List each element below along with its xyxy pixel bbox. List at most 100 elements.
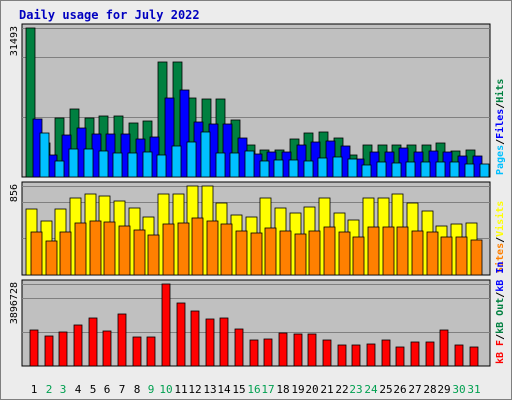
bar-kbf-kbf-day19 bbox=[293, 333, 303, 367]
bar-visits_sites-sites-day20 bbox=[308, 230, 321, 276]
legend-item-kbf-2: kB Out bbox=[495, 298, 506, 334]
day-label-11: 11 bbox=[174, 383, 187, 396]
bar-visits_sites-sites-day31 bbox=[470, 239, 483, 276]
legend-item-kbf-0: kB F bbox=[495, 340, 506, 364]
bar-visits_sites-sites-day30 bbox=[455, 236, 468, 276]
day-label-16: 16 bbox=[247, 383, 260, 396]
bar-kbf-kbf-day31 bbox=[469, 346, 479, 367]
day-label-26: 26 bbox=[393, 383, 406, 396]
bar-visits_sites-sites-day3 bbox=[59, 231, 72, 276]
bar-kbf-kbf-day8 bbox=[132, 336, 142, 367]
bar-visits_sites-sites-day29 bbox=[440, 236, 453, 276]
max-label-hits_files_pages: 31493 bbox=[9, 26, 20, 56]
bar-visits_sites-sites-day21 bbox=[323, 226, 336, 276]
bar-kbf-kbf-day18 bbox=[278, 332, 288, 367]
day-label-25: 25 bbox=[379, 383, 392, 396]
bar-kbf-kbf-day23 bbox=[351, 344, 361, 367]
legend-item-kbf-4: kB In bbox=[495, 262, 506, 292]
bar-kbf-kbf-day1 bbox=[29, 329, 39, 367]
bar-kbf-kbf-day22 bbox=[337, 344, 347, 367]
bar-hits_files_pages-pages-day25 bbox=[391, 162, 402, 178]
day-label-8: 8 bbox=[134, 383, 141, 396]
day-label-2: 2 bbox=[46, 383, 53, 396]
max-label-visits_sites: 856 bbox=[9, 184, 20, 202]
bar-kbf-kbf-day26 bbox=[395, 346, 405, 367]
bar-hits_files_pages-pages-day27 bbox=[420, 161, 431, 178]
day-label-27: 27 bbox=[408, 383, 421, 396]
bar-kbf-kbf-day21 bbox=[322, 339, 332, 367]
bar-kbf-kbf-day16 bbox=[249, 339, 259, 367]
bar-hits_files_pages-pages-day5 bbox=[98, 150, 109, 178]
bar-hits_files_pages-pages-day21 bbox=[332, 156, 343, 178]
day-label-9: 9 bbox=[148, 383, 155, 396]
bar-visits_sites-sites-day19 bbox=[294, 233, 307, 276]
bar-visits_sites-sites-day2 bbox=[45, 240, 58, 276]
bar-kbf-kbf-day11 bbox=[176, 302, 186, 367]
bar-kbf-kbf-day30 bbox=[454, 344, 464, 367]
legend-visits_sites: Sites/Visits bbox=[494, 201, 506, 273]
bar-kbf-kbf-day6 bbox=[102, 330, 112, 367]
bar-kbf-kbf-day17 bbox=[263, 338, 273, 367]
bar-visits_sites-sites-day5 bbox=[89, 220, 102, 276]
bar-hits_files_pages-pages-day12 bbox=[200, 131, 211, 178]
bar-hits_files_pages-files-day10 bbox=[164, 97, 175, 178]
bar-visits_sites-sites-day24 bbox=[367, 226, 380, 276]
bar-hits_files_pages-pages-day9 bbox=[156, 154, 167, 178]
day-label-23: 23 bbox=[349, 383, 362, 396]
bar-kbf-kbf-day12 bbox=[190, 310, 200, 367]
bar-hits_files_pages-pages-day26 bbox=[405, 161, 416, 178]
bar-hits_files_pages-pages-day6 bbox=[112, 152, 123, 178]
bar-kbf-kbf-day20 bbox=[307, 333, 317, 367]
day-label-21: 21 bbox=[320, 383, 333, 396]
day-label-7: 7 bbox=[119, 383, 126, 396]
day-label-31: 31 bbox=[467, 383, 480, 396]
bar-visits_sites-sites-day10 bbox=[162, 223, 175, 276]
bar-hits_files_pages-pages-day11 bbox=[186, 141, 197, 178]
bar-hits_files_pages-pages-day28 bbox=[435, 161, 446, 178]
day-label-10: 10 bbox=[159, 383, 172, 396]
bar-kbf-kbf-day28 bbox=[425, 341, 435, 367]
bar-hits_files_pages-pages-day20 bbox=[317, 157, 328, 178]
legend-hits_files_pages: Pages/Files/Hits bbox=[494, 79, 506, 175]
day-label-28: 28 bbox=[423, 383, 436, 396]
bar-visits_sites-sites-day15 bbox=[235, 230, 248, 276]
bar-hits_files_pages-pages-day18 bbox=[288, 159, 299, 178]
max-label-kbf: 3896728 bbox=[9, 282, 20, 324]
bar-kbf-kbf-day14 bbox=[219, 317, 229, 367]
bar-kbf-kbf-day3 bbox=[58, 331, 68, 367]
day-label-30: 30 bbox=[452, 383, 465, 396]
bar-visits_sites-sites-day4 bbox=[74, 222, 87, 276]
legend-item-kbf-3: / bbox=[495, 292, 506, 298]
bar-kbf-kbf-day7 bbox=[117, 313, 127, 367]
bar-hits_files_pages-pages-day17 bbox=[273, 159, 284, 178]
legend-item-hits_files_pages-2: Files bbox=[494, 109, 506, 139]
bar-kbf-kbf-day9 bbox=[146, 336, 156, 367]
bar-hits_files_pages-pages-day8 bbox=[142, 151, 153, 178]
bar-kbf-kbf-day2 bbox=[44, 335, 54, 367]
bar-visits_sites-sites-day27 bbox=[411, 230, 424, 276]
day-label-13: 13 bbox=[203, 383, 216, 396]
day-label-20: 20 bbox=[305, 383, 318, 396]
day-label-29: 29 bbox=[437, 383, 450, 396]
bar-hits_files_pages-pages-day3 bbox=[68, 148, 79, 178]
bar-visits_sites-sites-day17 bbox=[264, 227, 277, 276]
bar-visits_sites-sites-day11 bbox=[177, 222, 190, 276]
legend-item-hits_files_pages-1: / bbox=[495, 139, 506, 145]
bar-hits_files_pages-pages-day29 bbox=[449, 161, 460, 178]
bar-hits_files_pages-pages-day23 bbox=[361, 164, 372, 178]
day-label-1: 1 bbox=[31, 383, 38, 396]
bar-hits_files_pages-pages-day2 bbox=[54, 160, 65, 178]
bar-hits_files_pages-pages-day31 bbox=[479, 163, 490, 178]
bar-hits_files_pages-pages-day10 bbox=[171, 145, 182, 178]
bar-visits_sites-sites-day18 bbox=[279, 230, 292, 276]
legend-item-hits_files_pages-4: Hits bbox=[494, 79, 506, 103]
bar-kbf-kbf-day4 bbox=[73, 324, 83, 367]
bar-visits_sites-sites-day14 bbox=[220, 223, 233, 276]
bar-kbf-kbf-day24 bbox=[366, 343, 376, 367]
legend-item-visits_sites-0: Sites bbox=[494, 243, 506, 273]
day-label-15: 15 bbox=[232, 383, 245, 396]
legend-item-hits_files_pages-3: / bbox=[495, 103, 506, 109]
day-label-18: 18 bbox=[276, 383, 289, 396]
bar-visits_sites-sites-day26 bbox=[396, 226, 409, 276]
